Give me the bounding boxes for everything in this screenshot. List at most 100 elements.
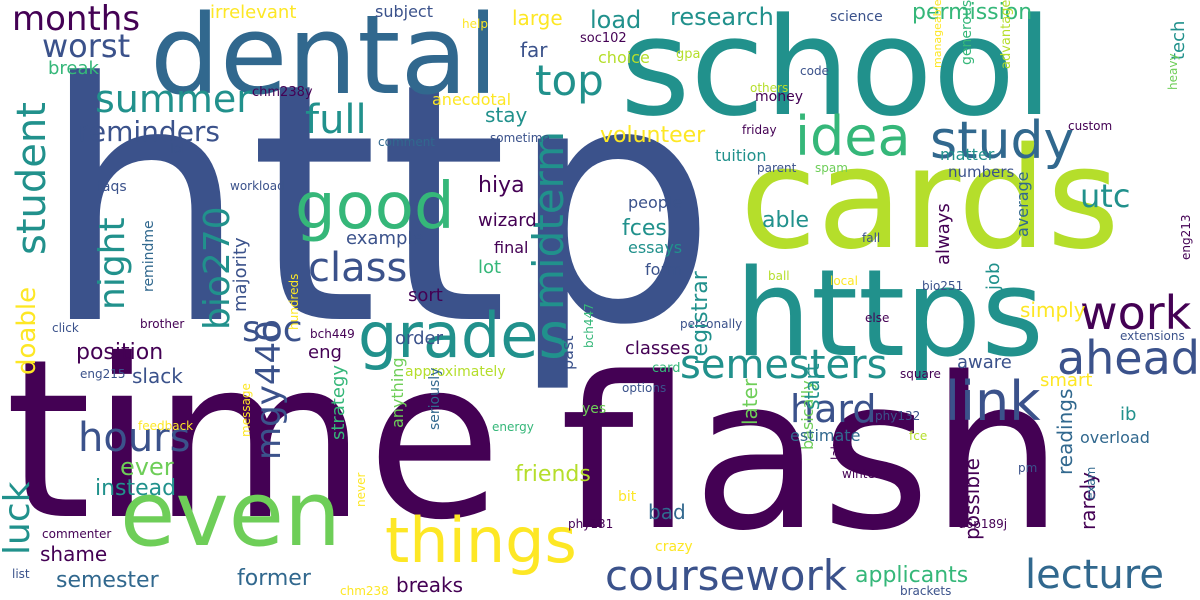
word-volunteer: volunteer (600, 123, 706, 148)
word-far: far (520, 38, 548, 62)
word-generous: generous (959, 0, 975, 66)
word-card: card (652, 361, 681, 376)
word-numbers: numbers (948, 163, 1015, 181)
word-remindme: remindme (141, 220, 157, 292)
word-brackets: brackets (900, 584, 952, 598)
word-applicants: applicants (855, 563, 969, 588)
word-utc: utc (1080, 177, 1131, 215)
word-extensions: extensions (1120, 329, 1185, 343)
word-even: even (120, 462, 342, 567)
word-good: good (295, 170, 455, 244)
word-hours: hours (78, 415, 191, 461)
word-phy132: phy132 (875, 409, 921, 423)
word-heavy: heavy (1166, 53, 1180, 90)
word-example: example (346, 228, 424, 249)
word-seriously: seriously (427, 367, 443, 430)
word-simply: simply (1020, 298, 1086, 322)
word-shame: shame (40, 542, 108, 566)
word-help: help (462, 17, 488, 31)
word-bad: bad (648, 500, 686, 524)
word-semester: semester (56, 568, 159, 593)
word-irrelevant: irrelevant (210, 2, 297, 23)
word-friends: friends (515, 462, 591, 487)
word-smart: smart (1040, 370, 1093, 391)
word-soc: soc (242, 309, 303, 350)
word-workload: workload (230, 179, 285, 193)
word-ahead: ahead (1056, 331, 1200, 385)
word-friday: friday (742, 123, 777, 137)
word-summer: summer (95, 77, 252, 121)
word-final: final (494, 238, 529, 257)
word-matter: matter (940, 145, 995, 164)
word-time: time (5, 312, 503, 568)
word-bch447: bch447 (582, 303, 596, 348)
word-aware: aware (957, 352, 1012, 373)
word-able: able (762, 208, 810, 233)
word-large: large (512, 6, 563, 30)
word-start: start (800, 363, 824, 410)
word-wizard: wizard (478, 210, 537, 231)
word-fce: fce (909, 429, 928, 443)
word-order: order (395, 328, 443, 349)
word-breaks: breaks (396, 573, 464, 597)
word-always: always (933, 203, 954, 265)
word-form: form (645, 260, 683, 279)
word-pm: pm (1018, 461, 1038, 475)
word-classes: classes (625, 338, 691, 359)
word-spam: spam (815, 161, 848, 175)
word-choice: choice (598, 48, 650, 67)
word-manageable: manageable (931, 0, 944, 69)
word-class: class (308, 245, 408, 291)
word-eng215: eng215 (80, 367, 126, 381)
word-winter: winter (842, 467, 880, 481)
word-ball: ball (768, 269, 790, 283)
word-coursework: coursework (605, 551, 848, 600)
word-slack: slack (132, 364, 183, 388)
word-load: load (590, 6, 642, 34)
word-stay: stay (485, 103, 528, 127)
word-dental: dental (150, 0, 499, 119)
word-average: average (1013, 171, 1032, 238)
word-former: former (237, 566, 311, 591)
word-anecdotal: anecdotal (432, 90, 512, 109)
word-top: top (535, 56, 604, 105)
word-permission: permission (912, 0, 1033, 25)
word-list: list (12, 567, 30, 581)
word-square: square (900, 367, 941, 381)
word-eng213: eng213 (1179, 214, 1193, 260)
word-science: science (830, 9, 883, 25)
word-others: others (750, 81, 789, 95)
word-d6p189j: d6p189j (958, 517, 1008, 531)
word-instead: instead (95, 476, 177, 501)
word-readings: readings (1053, 388, 1077, 475)
word-brother: brother (140, 317, 185, 331)
word-energy: energy (492, 420, 534, 434)
word-flash: flash (560, 332, 1064, 577)
word-crazy: crazy (655, 539, 693, 555)
word-study: study (930, 111, 1075, 171)
word-feedback: feedback (138, 419, 194, 433)
word-approximately: approximately (405, 364, 506, 380)
word-semesters: semesters (680, 342, 888, 388)
word-phy131: phy131 (568, 517, 614, 531)
word-eng: eng (308, 342, 342, 363)
word-majority: majority (230, 237, 251, 312)
word-student: student (9, 102, 55, 255)
word-anything: anything (388, 357, 407, 428)
word-bch449: bch449 (310, 327, 355, 341)
word-options: options (622, 381, 667, 395)
word-https: https (735, 245, 1044, 384)
word-hundreds: hundreds (287, 273, 301, 330)
word-gpa: gpa (676, 47, 701, 62)
word-mgy440: mgy440 (249, 320, 289, 460)
word-never: never (354, 472, 368, 507)
word-tuition: tuition (715, 146, 767, 165)
word-faqs: faqs (97, 179, 127, 195)
word-overload: overload (1080, 428, 1150, 447)
word-custom: custom (1068, 119, 1113, 133)
word-break: break (48, 58, 99, 79)
word-estimate: estimate (790, 426, 861, 445)
word-lot: lot (478, 257, 502, 278)
word-worst: worst (42, 27, 131, 65)
